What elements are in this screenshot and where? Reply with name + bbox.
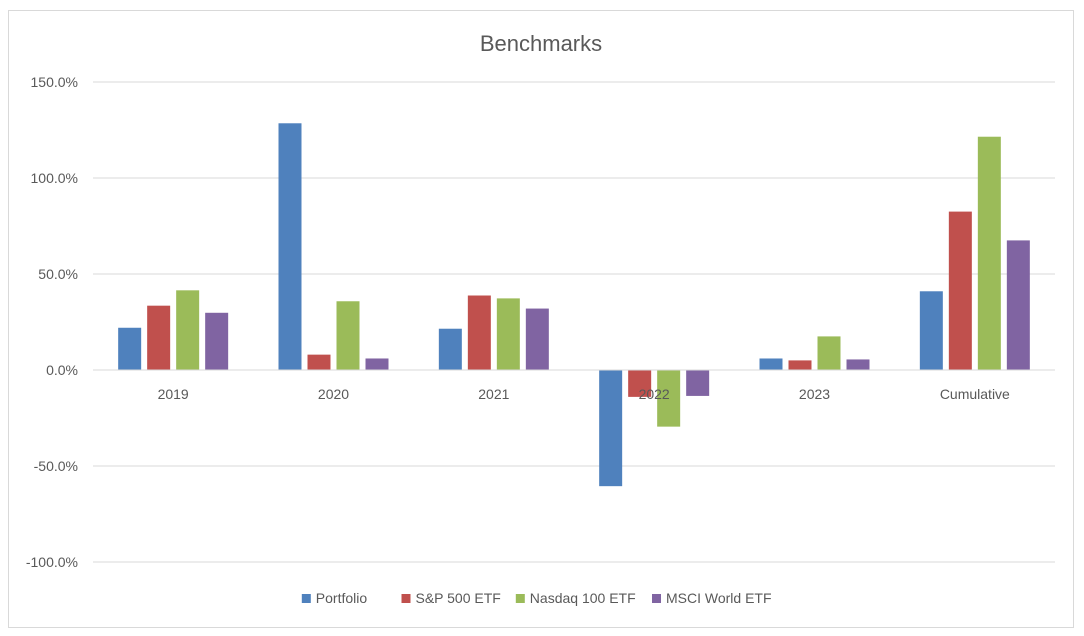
x-category-label: 2023 [799,386,830,402]
bar-msci-world-etf-cumulative [1006,240,1030,370]
bar-portfolio-2019 [118,327,142,370]
bars [118,123,1030,487]
x-axis-category-labels: 2019 2020 2021 2022 2023 Cumulative [158,386,1010,402]
legend: Portfolio S&P 500 ETF Nasdaq 100 ETF MSCI W… [301,590,772,606]
y-tick-label: 150.0% [31,74,78,90]
x-category-label: 2020 [318,386,349,402]
legend-label-msci-world-etf: MSCI World ETF [666,590,772,606]
bar-portfolio-2022 [599,370,623,487]
gridlines [93,81,1055,563]
y-tick-label: 100.0% [31,170,78,186]
bar-msci-world-etf-2020 [365,358,389,370]
bar-s-p-500-etf-2021 [467,295,491,370]
bar-nasdaq-100-etf-2020 [336,301,360,370]
bar-portfolio-2021 [438,328,462,370]
bar-s-p-500-etf-2023 [788,360,812,370]
y-tick-label: 0.0% [46,362,78,378]
legend-label-s-p-500-etf: S&P 500 ETF [416,590,501,606]
legend-swatch-s-p-500-etf [401,594,411,603]
bar-msci-world-etf-2021 [525,308,549,370]
legend-swatch-portfolio [301,594,311,603]
bar-msci-world-etf-2023 [846,359,870,370]
y-axis-tick-labels: 150.0% 100.0% 50.0% 0.0% -50.0% -100.0% [26,74,78,570]
bar-portfolio-cumulative [919,291,943,370]
bar-portfolio-2023 [759,358,783,370]
bar-s-p-500-etf-cumulative [948,211,972,370]
bar-nasdaq-100-etf-2023 [817,336,841,370]
bar-msci-world-etf-2019 [205,312,229,370]
legend-label-portfolio: Portfolio [316,590,368,606]
bar-s-p-500-etf-2019 [147,305,171,370]
x-category-label: 2021 [478,386,509,402]
bar-nasdaq-100-etf-2022 [657,370,681,427]
x-category-label: 2019 [158,386,189,402]
y-tick-label: -100.0% [26,554,78,570]
y-tick-label: -50.0% [34,458,78,474]
bar-s-p-500-etf-2020 [307,354,331,370]
x-category-label: Cumulative [940,386,1010,402]
legend-swatch-msci-world-etf [652,594,661,603]
legend-label-nasdaq-100-etf: Nasdaq 100 ETF [530,590,636,606]
bar-nasdaq-100-etf-cumulative [977,136,1001,370]
y-tick-label: 50.0% [38,266,78,282]
bar-msci-world-etf-2022 [686,370,710,396]
x-category-label: 2022 [639,386,670,402]
bar-nasdaq-100-etf-2019 [176,290,200,370]
bar-nasdaq-100-etf-2021 [496,298,520,370]
bar-s-p-500-etf-2022 [628,370,652,397]
bar-portfolio-2020 [278,123,302,370]
chart-title: Benchmarks [480,31,602,56]
legend-swatch-nasdaq-100-etf [515,594,525,603]
